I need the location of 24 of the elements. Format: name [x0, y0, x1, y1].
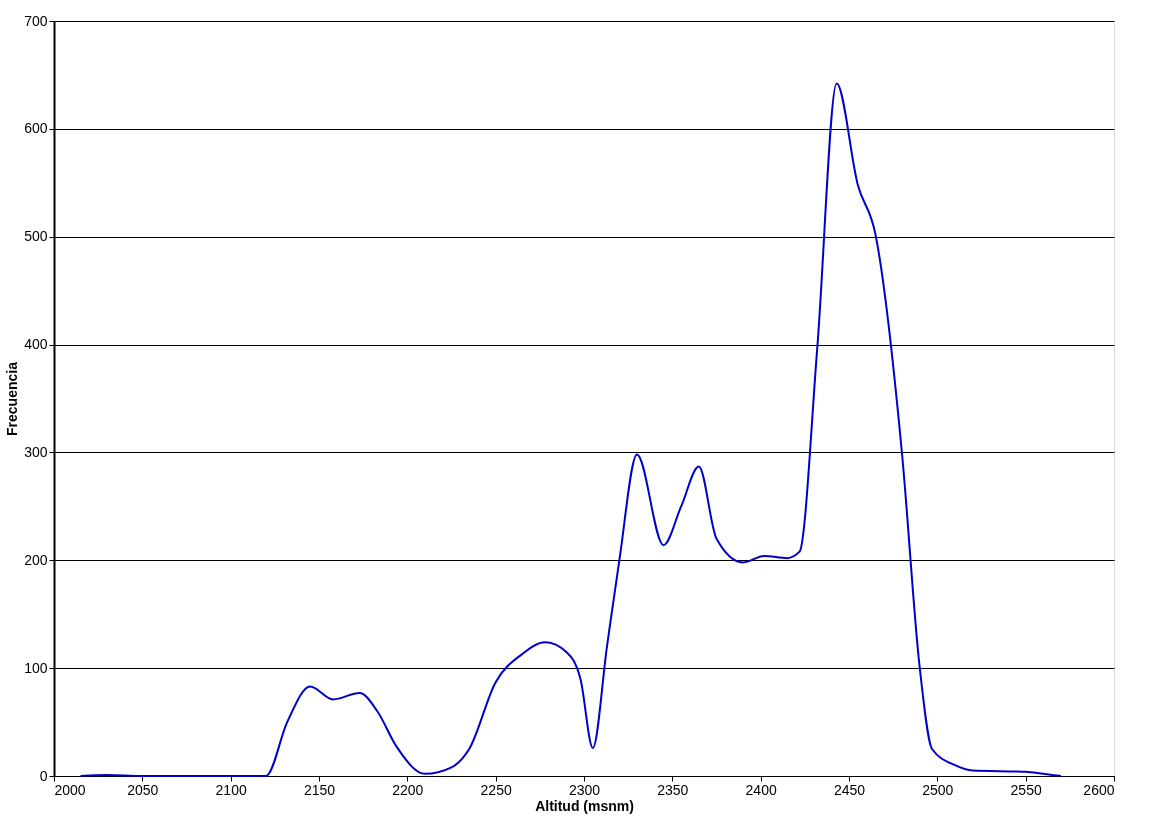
y-tick-label: 100	[24, 659, 48, 676]
x-axis-title: Altitud (msnm)	[535, 797, 634, 814]
x-tick-label: 2250	[480, 781, 512, 798]
line-series	[79, 82, 1062, 777]
x-tick-label: 2350	[657, 781, 689, 798]
x-tick-label: 2200	[392, 781, 424, 798]
x-tick-label: 2550	[1010, 781, 1042, 798]
y-tick-label: 300	[24, 443, 48, 460]
y-tick-label: 0	[39, 767, 48, 784]
y-axis-title: Frecuencia	[4, 361, 21, 436]
y-tick-label: 600	[24, 120, 48, 137]
x-tick-label: 2050	[127, 781, 159, 798]
x-tick-label: 2450	[833, 781, 866, 798]
x-tick-label: 2500	[922, 781, 954, 798]
y-tick-label: 400	[24, 336, 48, 353]
y-tick-label: 500	[24, 228, 48, 245]
y-tick-label: 700	[24, 12, 48, 29]
x-tick-label: 2600	[1083, 781, 1115, 798]
x-tick-label: 2150	[303, 781, 336, 798]
x-tick-label: 2400	[745, 781, 777, 798]
x-tick-label: 2000	[54, 781, 86, 798]
x-tick-label: 2300	[568, 781, 601, 798]
x-tick-label: 2100	[215, 781, 247, 798]
y-tick-label: 200	[24, 551, 48, 568]
